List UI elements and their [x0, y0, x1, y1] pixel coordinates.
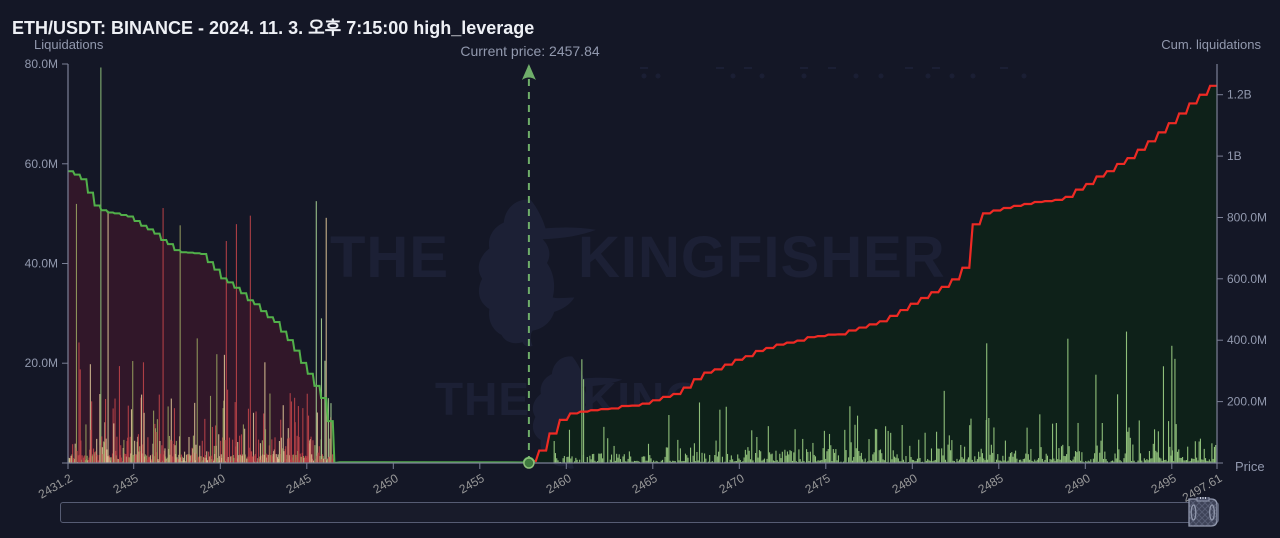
svg-text:60.0M: 60.0M	[25, 157, 58, 171]
svg-text:THE: THE	[330, 225, 449, 290]
svg-text:400.0M: 400.0M	[1227, 333, 1267, 347]
svg-text:20.0M: 20.0M	[25, 356, 58, 370]
svg-text:800.0M: 800.0M	[1227, 211, 1267, 225]
svg-text:1B: 1B	[1227, 149, 1242, 163]
svg-text:THE: THE	[435, 373, 530, 425]
svg-text:1.2B: 1.2B	[1227, 88, 1252, 102]
svg-text:80.0M: 80.0M	[25, 57, 58, 71]
svg-text:600.0M: 600.0M	[1227, 272, 1267, 286]
svg-text:200.0M: 200.0M	[1227, 395, 1267, 409]
svg-text:Price: Price	[1235, 459, 1265, 474]
svg-text:KINGFISHER: KINGFISHER	[578, 225, 946, 290]
svg-text:40.0M: 40.0M	[25, 257, 58, 271]
